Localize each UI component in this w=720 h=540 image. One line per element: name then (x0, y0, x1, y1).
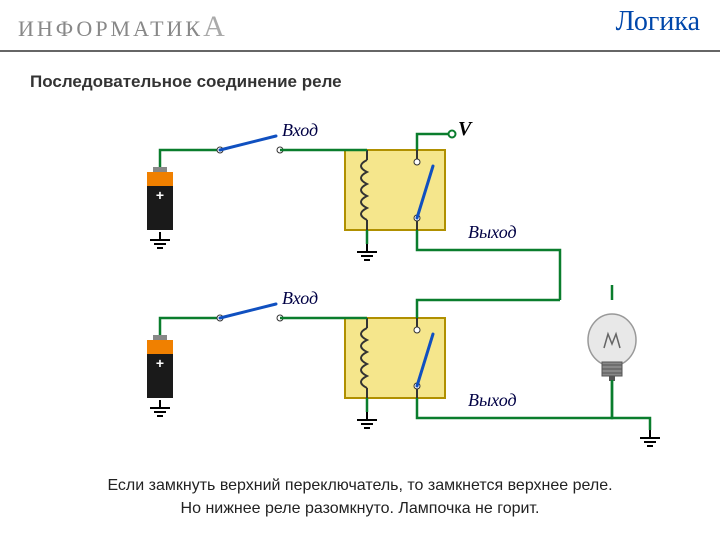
circuit-diagram: ++ (0, 0, 720, 540)
footer-line-1: Если замкнуть верхний переключатель, то … (107, 477, 612, 494)
svg-text:+: + (156, 355, 164, 371)
footer-line-2: Но нижнее реле разомкнуто. Лампочка не г… (181, 500, 540, 517)
svg-text:+: + (156, 187, 164, 203)
footer-text: Если замкнуть верхний переключатель, то … (50, 475, 670, 520)
